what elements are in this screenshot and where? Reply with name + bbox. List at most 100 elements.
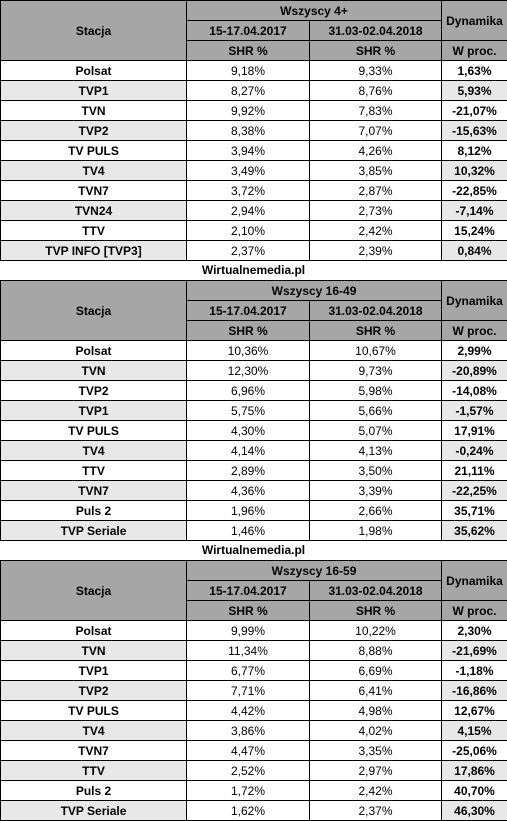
source-label: Wirtualnemedia.pl <box>201 263 306 277</box>
shr-2018-cell: 5,98% <box>308 380 443 401</box>
station-name-cell: TVP1 <box>0 80 187 101</box>
shr-2017-cell: 8,38% <box>186 120 310 141</box>
station-name-cell: TVN7 <box>0 480 187 501</box>
shr-2017-cell: 9,99% <box>186 620 310 641</box>
dynamics-cell: -1,57% <box>441 400 507 421</box>
dynamics-cell: 15,24% <box>441 220 507 241</box>
table-row: TVN 12,30% 9,73% -20,89% <box>0 360 507 381</box>
table-row: Puls 2 1,96% 2,66% 35,71% <box>0 500 507 521</box>
dynamics-cell: 2,99% <box>441 340 507 361</box>
audience-group-header: Wszyscy 4+ <box>186 0 442 21</box>
table-row: TV PULS 3,94% 4,26% 8,12% <box>0 140 507 161</box>
shr-2018-cell: 10,67% <box>308 340 443 361</box>
shr-2017-cell: 8,27% <box>186 80 310 101</box>
shr-2017-cell: 1,46% <box>186 520 310 541</box>
shr-2018-cell: 10,22% <box>308 620 443 641</box>
dynamics-cell: -14,08% <box>441 380 507 401</box>
station-name-cell: TVN7 <box>0 740 187 761</box>
ratings-table: Stacja Wszyscy 16-49 Dynamika 15-17.04.2… <box>0 280 507 541</box>
station-column-header: Stacja <box>0 280 187 341</box>
shr-2017-cell: 2,37% <box>186 240 310 261</box>
table-row: TV PULS 4,42% 4,98% 12,67% <box>0 700 507 721</box>
station-name-cell: TV4 <box>0 160 187 181</box>
shr-2017-cell: 4,30% <box>186 420 310 441</box>
dynamics-cell: 21,11% <box>441 460 507 481</box>
station-name-cell: TTV <box>0 460 187 481</box>
table-row: TVP Seriale 1,46% 1,98% 35,62% <box>0 520 507 541</box>
shr-2017-cell: 3,86% <box>186 720 310 741</box>
shr-2017-cell: 4,47% <box>186 740 310 761</box>
shr-2017-cell: 6,77% <box>186 660 310 681</box>
shr-2017-cell: 4,42% <box>186 700 310 721</box>
table-row: TVP Seriale 1,62% 2,37% 46,30% <box>0 800 507 821</box>
station-name-cell: TV PULS <box>0 420 187 441</box>
shr-2017-cell: 9,92% <box>186 100 310 121</box>
dynamics-cell: -1,18% <box>441 660 507 681</box>
dynamics-cell: 10,32% <box>441 160 507 181</box>
shr-2018-cell: 3,39% <box>308 480 443 501</box>
shr-2017-cell: 4,14% <box>186 440 310 461</box>
shr-2018-cell: 9,73% <box>308 360 443 381</box>
station-name-cell: TVN <box>0 100 187 121</box>
dynamics-cell: 2,30% <box>441 620 507 641</box>
dynamics-cell: -22,25% <box>441 480 507 501</box>
station-name-cell: TV4 <box>0 440 187 461</box>
dynamics-cell: -21,07% <box>441 100 507 121</box>
dynamics-cell: 17,91% <box>441 420 507 441</box>
table-row: TTV 2,89% 3,50% 21,11% <box>0 460 507 481</box>
shr-2017-subheader: SHR % <box>186 600 310 621</box>
station-name-cell: Puls 2 <box>0 780 187 801</box>
station-name-cell: TVP1 <box>0 660 187 681</box>
wproc-subheader: W proc. <box>441 320 507 341</box>
shr-2017-cell: 11,34% <box>186 640 310 661</box>
table-row: Puls 2 1,72% 2,42% 40,70% <box>0 780 507 801</box>
dynamics-cell: 0,84% <box>441 240 507 261</box>
shr-2017-cell: 9,18% <box>186 60 310 81</box>
shr-2017-subheader: SHR % <box>186 320 310 341</box>
audience-group-header: Wszyscy 16-59 <box>185 560 443 581</box>
dynamics-cell: 1,63% <box>441 60 507 81</box>
shr-2018-cell: 3,35% <box>308 740 443 761</box>
station-name-cell: TTV <box>0 220 187 241</box>
station-name-cell: Polsat <box>0 620 187 641</box>
dynamics-cell: 8,12% <box>441 140 507 161</box>
period-2017-header: 15-17.04.2017 <box>186 580 310 601</box>
shr-2018-cell: 4,26% <box>309 140 442 161</box>
dynamics-cell: -20,89% <box>441 360 507 381</box>
shr-2017-cell: 1,96% <box>186 500 310 521</box>
station-column-header: Stacja <box>0 0 187 61</box>
shr-2018-cell: 2,39% <box>309 240 442 261</box>
table-row: TV4 3,49% 3,85% 10,32% <box>0 160 507 181</box>
shr-2018-cell: 8,76% <box>309 80 442 101</box>
station-name-cell: TV PULS <box>0 140 187 161</box>
table-row: TVN 11,34% 8,88% -21,69% <box>0 640 507 661</box>
source-label: Wirtualnemedia.pl <box>201 543 306 557</box>
shr-2018-cell: 2,37% <box>308 800 443 821</box>
dynamics-cell: 17,86% <box>441 760 507 781</box>
table-row: TV4 4,14% 4,13% -0,24% <box>0 440 507 461</box>
dynamics-cell: 35,62% <box>441 520 507 541</box>
dynamics-column-header: Dynamika <box>441 280 507 321</box>
period-2018-header: 31.03-02.04.2018 <box>309 20 442 41</box>
table-row: TVP1 8,27% 8,76% 5,93% <box>0 80 507 101</box>
shr-2018-cell: 2,42% <box>309 220 442 241</box>
period-2018-header: 31.03-02.04.2018 <box>308 580 443 601</box>
shr-2018-cell: 7,07% <box>309 120 442 141</box>
dynamics-cell: 5,93% <box>441 80 507 101</box>
table-row: Polsat 9,99% 10,22% 2,30% <box>0 620 507 641</box>
shr-2018-cell: 6,69% <box>308 660 443 681</box>
dynamics-cell: -0,24% <box>441 440 507 461</box>
station-name-cell: TVN <box>0 360 187 381</box>
wproc-subheader: W proc. <box>441 600 507 621</box>
table-row: TTV 2,10% 2,42% 15,24% <box>0 220 507 241</box>
shr-2017-cell: 3,72% <box>186 180 310 201</box>
shr-2017-subheader: SHR % <box>186 40 310 61</box>
station-name-cell: TVP Seriale <box>0 800 187 821</box>
dynamics-cell: 46,30% <box>441 800 507 821</box>
table-row: TV4 3,86% 4,02% 4,15% <box>0 720 507 741</box>
shr-2018-cell: 5,07% <box>308 420 443 441</box>
station-name-cell: TVN <box>0 640 187 661</box>
shr-2018-cell: 3,50% <box>308 460 443 481</box>
station-name-cell: TV PULS <box>0 700 187 721</box>
shr-2018-cell: 2,87% <box>309 180 442 201</box>
